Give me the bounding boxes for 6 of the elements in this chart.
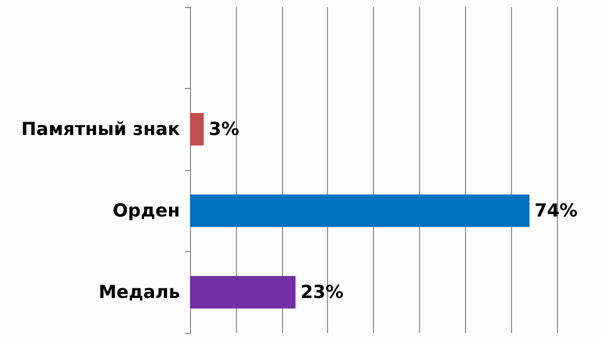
y-tick-label: Медаль (98, 282, 180, 303)
data-label: 3% (208, 118, 240, 140)
y-tick-label: Памятный знак (21, 118, 180, 140)
data-label: 74% (534, 200, 578, 222)
data-label: 23% (300, 282, 344, 303)
y-tick-label: Орден (112, 200, 180, 222)
